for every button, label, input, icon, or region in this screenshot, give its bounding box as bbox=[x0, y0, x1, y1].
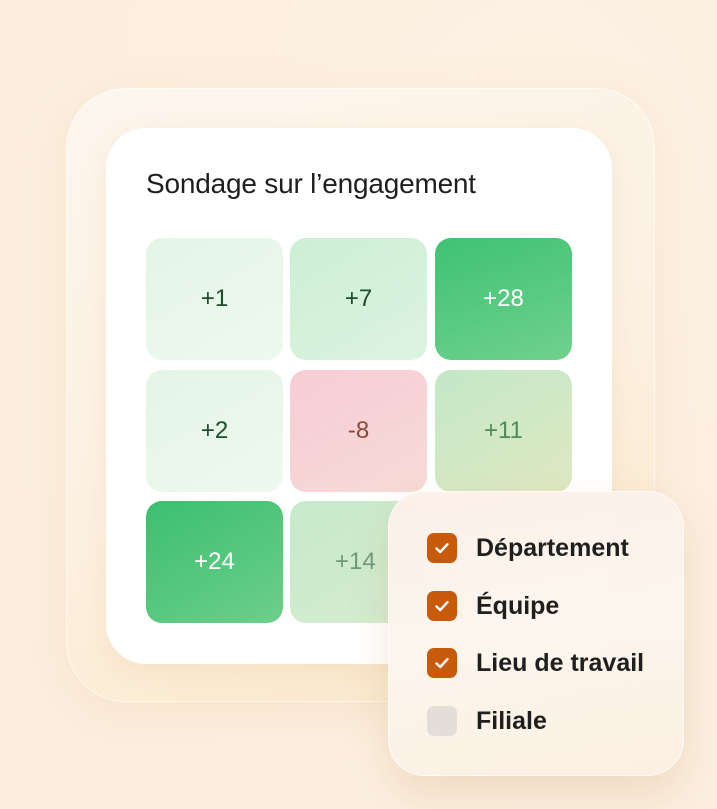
heatmap-cell[interactable]: +7 bbox=[290, 238, 427, 360]
heatmap-cell[interactable]: +2 bbox=[146, 370, 283, 492]
filter-option-label: Département bbox=[476, 533, 629, 562]
card-title: Sondage sur l’engagement bbox=[146, 168, 476, 199]
filter-option-departement[interactable]: Département bbox=[427, 532, 629, 564]
filter-option-label: Filiale bbox=[476, 706, 547, 735]
filter-option-label: Équipe bbox=[476, 591, 560, 620]
check-icon bbox=[435, 601, 449, 612]
check-icon bbox=[435, 658, 449, 669]
filter-option-label: Lieu de travail bbox=[476, 648, 645, 677]
heatmap-cell[interactable]: +28 bbox=[435, 238, 572, 360]
filter-option-lieu-de-travail[interactable]: Lieu de travail bbox=[427, 647, 644, 679]
heatmap-cell[interactable]: -8 bbox=[290, 370, 427, 492]
check-icon bbox=[435, 543, 449, 554]
filter-option-filiale[interactable]: Filiale bbox=[427, 705, 547, 737]
heatmap-cell[interactable]: +24 bbox=[146, 501, 283, 623]
checkbox-checked[interactable] bbox=[427, 648, 457, 678]
checkbox-checked[interactable] bbox=[427, 591, 457, 621]
checkbox-unchecked[interactable] bbox=[427, 706, 457, 736]
checkbox-checked[interactable] bbox=[427, 533, 457, 563]
heatmap-cell[interactable]: +11 bbox=[435, 370, 572, 492]
filter-option-equipe[interactable]: Équipe bbox=[427, 590, 559, 622]
heatmap-cell[interactable]: +1 bbox=[146, 238, 283, 360]
